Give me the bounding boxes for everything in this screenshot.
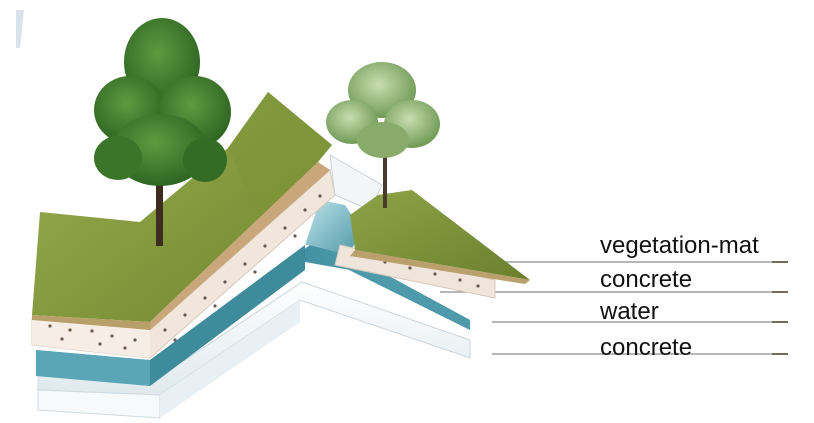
leader-ticks — [772, 261, 788, 355]
layer-concrete-bottom — [37, 281, 471, 419]
tree-large — [94, 18, 231, 246]
label-vegetation-mat: vegetation-mat — [600, 232, 759, 259]
label-water: water — [600, 298, 659, 325]
corner-mark — [16, 10, 24, 48]
tree-small — [326, 62, 440, 208]
layer-vegetation-mat — [32, 92, 530, 330]
label-concrete-top: concrete — [600, 266, 693, 293]
leader-lines — [440, 261, 788, 355]
label-concrete-bottom: concrete — [600, 334, 693, 361]
